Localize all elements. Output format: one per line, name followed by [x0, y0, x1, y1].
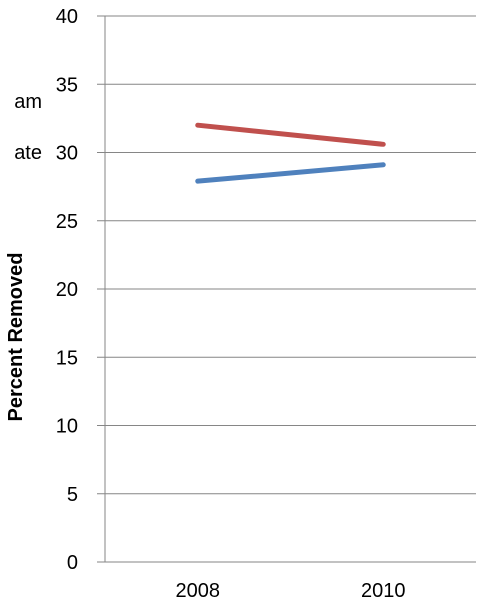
gridlines: [97, 15, 476, 563]
x-tick-label-2008: 2008: [176, 580, 221, 602]
axes: [104, 16, 476, 563]
y-tick-label-35: 35: [56, 74, 78, 96]
x-tick-labels: 2008 2010: [176, 580, 406, 602]
y-tick-label-5: 5: [67, 484, 78, 506]
y-tick-label-10: 10: [56, 416, 78, 438]
series-lines: [195, 122, 386, 184]
y-tick-labels: 0 5 10 15 20 25 30 35 40: [56, 6, 78, 574]
y-axis-title: Percent Removed: [5, 253, 27, 422]
legend-label-0: am: [14, 91, 42, 113]
y-tick-label-40: 40: [56, 6, 78, 28]
y-tick-label-20: 20: [56, 279, 78, 301]
y-tick-label-25: 25: [56, 211, 78, 233]
legend: am ate: [14, 91, 42, 164]
x-tick-label-2010: 2010: [361, 580, 406, 602]
y-tick-label-30: 30: [56, 143, 78, 165]
series-line-0: [195, 122, 386, 147]
legend-label-1: ate: [14, 142, 42, 164]
y-tick-label-15: 15: [56, 347, 78, 369]
y-tick-label-0: 0: [67, 552, 78, 574]
series-line-1: [195, 162, 386, 184]
